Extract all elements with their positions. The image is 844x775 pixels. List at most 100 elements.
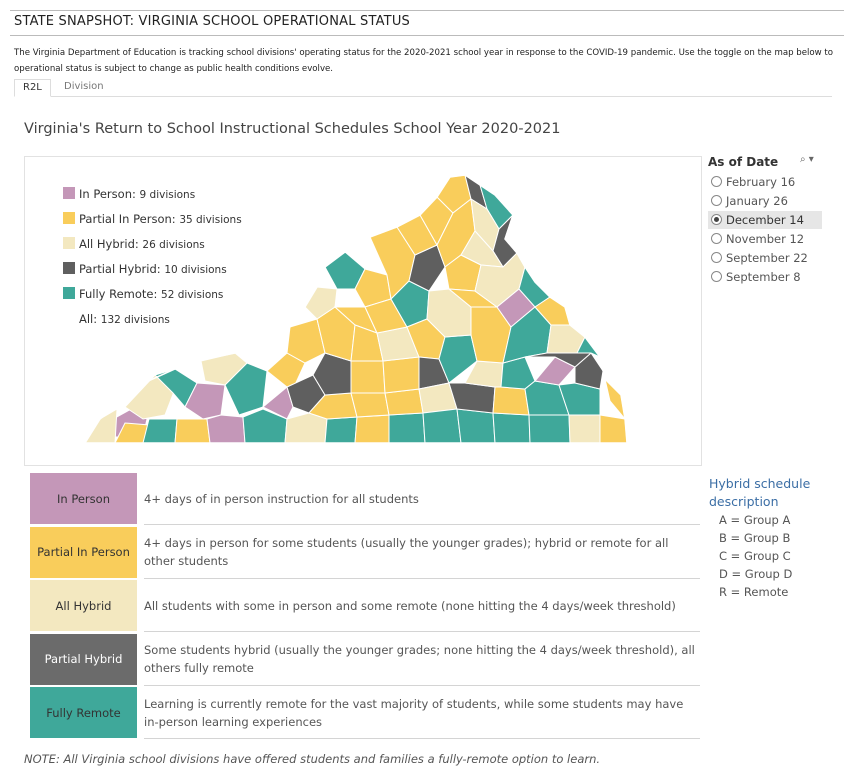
category-row: In Person 4+ days of in person instructio…	[30, 472, 702, 525]
county-region[interactable]	[492, 412, 531, 444]
map-panel: In Person: 9 divisions Partial In Person:…	[24, 156, 702, 466]
county-region[interactable]	[324, 416, 358, 444]
date-option[interactable]: February 16	[708, 173, 822, 191]
category-description-text: Some students hybrid (usually the younge…	[144, 643, 695, 675]
legend-swatch	[63, 237, 75, 249]
date-option-label: February 16	[726, 175, 796, 189]
legend-swatch	[63, 287, 75, 299]
date-option[interactable]: January 26	[708, 192, 822, 210]
category-label: Fully Remote	[30, 687, 137, 738]
county-region[interactable]	[84, 408, 118, 444]
legend-label: All Hybrid:	[79, 237, 143, 251]
county-region[interactable]	[350, 392, 390, 418]
intro-line-1: The Virginia Department of Education is …	[14, 48, 834, 58]
category-row: Fully Remote Learning is currently remote…	[30, 686, 702, 739]
county-region[interactable]	[456, 408, 496, 444]
tab-r2l[interactable]: R2L	[14, 79, 51, 97]
radio-icon[interactable]	[711, 195, 722, 206]
date-option-label: December 14	[726, 213, 804, 227]
category-name: In Person	[57, 491, 110, 506]
radio-icon[interactable]	[711, 214, 722, 225]
category-description: Some students hybrid (usually the younge…	[144, 634, 700, 686]
category-description-text: Learning is currently remote for the vas…	[144, 696, 684, 729]
hybrid-schedule-item: B = Group B	[719, 531, 791, 545]
category-description-text: 4+ days of in person instruction for all…	[144, 491, 419, 506]
county-region[interactable]	[384, 388, 424, 416]
county-region[interactable]	[142, 418, 178, 444]
radio-icon[interactable]	[711, 252, 722, 263]
legend-item[interactable]: Fully Remote: 52 divisions	[63, 287, 223, 301]
county-region[interactable]	[500, 356, 536, 390]
category-description: 4+ days in person for some students (usu…	[144, 527, 700, 579]
legend-label: Partial Hybrid:	[79, 262, 165, 276]
search-dropdown-icon[interactable]: ⌕ ▾	[800, 154, 814, 165]
county-region[interactable]	[354, 414, 390, 444]
category-label: All Hybrid	[30, 580, 137, 631]
date-option[interactable]: November 12	[708, 230, 822, 248]
county-region[interactable]	[568, 414, 601, 444]
radio-icon[interactable]	[711, 176, 722, 187]
date-option-label: January 26	[726, 194, 788, 208]
category-label: Partial Hybrid	[30, 633, 137, 685]
hybrid-schedule-title: Hybrid schedule description	[709, 476, 811, 509]
virginia-map[interactable]	[25, 157, 701, 465]
legend-item[interactable]: Partial Hybrid: 10 divisions	[63, 262, 227, 276]
hybrid-schedule-item: D = Group D	[719, 567, 793, 581]
legend-count: 52 divisions	[161, 289, 224, 301]
county-region[interactable]	[350, 360, 386, 394]
legend-item[interactable]: Partial In Person: 35 divisions	[63, 212, 242, 226]
category-label: Partial In Person	[30, 526, 137, 578]
category-name: Partial In Person	[37, 545, 130, 559]
legend-swatch	[63, 262, 75, 274]
radio-icon[interactable]	[711, 233, 722, 244]
county-region[interactable]	[286, 318, 326, 364]
hybrid-schedule-item: A = Group A	[719, 513, 791, 527]
legend-total-count: 132 divisions	[100, 314, 170, 326]
legend-swatch	[63, 212, 75, 224]
legend-label: Fully Remote:	[79, 287, 162, 301]
hybrid-schedule-item: C = Group C	[719, 549, 791, 563]
date-option-label: November 12	[726, 232, 805, 246]
legend-count: 35 divisions	[179, 214, 242, 226]
hybrid-schedule-panel: Hybrid schedule description A = Group A B…	[709, 475, 839, 601]
legend-count: 10 divisions	[164, 264, 227, 276]
county-region[interactable]	[266, 352, 306, 390]
category-description-text: 4+ days in person for some students (usu…	[144, 536, 669, 568]
category-row: All Hybrid All students with some in pers…	[30, 579, 702, 632]
radio-icon[interactable]	[711, 271, 722, 282]
map-title: Virginia's Return to School Instructiona…	[24, 121, 561, 137]
tab-bar: R2L Division	[14, 79, 832, 97]
legend-item[interactable]: All Hybrid: 26 divisions	[63, 237, 205, 251]
county-region[interactable]	[382, 356, 420, 394]
county-region[interactable]	[388, 412, 426, 444]
date-option[interactable]: September 8	[708, 268, 822, 286]
county-region[interactable]	[284, 412, 328, 444]
tab-division[interactable]: Division	[64, 81, 104, 92]
hybrid-schedule-list: A = Group A B = Group B C = Group C D = Gro…	[709, 511, 839, 601]
category-name: Partial Hybrid	[44, 652, 123, 666]
date-option[interactable]: September 22	[708, 249, 822, 267]
legend-count: 26 divisions	[142, 239, 205, 251]
county-region[interactable]	[422, 408, 462, 444]
legend-item[interactable]: In Person: 9 divisions	[63, 187, 195, 201]
category-row: Partial Hybrid Some students hybrid (usua…	[30, 633, 702, 686]
category-row: Partial In Person 4+ days in person for s…	[30, 526, 702, 579]
category-name: All Hybrid	[55, 598, 112, 613]
category-name: Fully Remote	[46, 705, 121, 720]
legend-label: In Person:	[79, 187, 140, 201]
category-label: In Person	[30, 473, 137, 524]
county-region[interactable]	[184, 382, 226, 420]
page-title: STATE SNAPSHOT: VIRGINIA SCHOOL OPERATIO…	[14, 14, 410, 29]
date-filter-header: As of Date	[708, 155, 779, 169]
county-region[interactable]	[206, 414, 246, 444]
county-region[interactable]	[599, 414, 628, 444]
county-region[interactable]	[460, 230, 504, 268]
map-regions	[84, 173, 628, 444]
intro-line-2: operational status is subject to change …	[14, 64, 334, 74]
date-option[interactable]: December 14	[708, 211, 822, 229]
county-region[interactable]	[528, 414, 571, 444]
state-outline	[83, 174, 628, 444]
title-bar	[10, 10, 844, 36]
county-region[interactable]	[174, 418, 211, 444]
county-region[interactable]	[492, 386, 530, 416]
